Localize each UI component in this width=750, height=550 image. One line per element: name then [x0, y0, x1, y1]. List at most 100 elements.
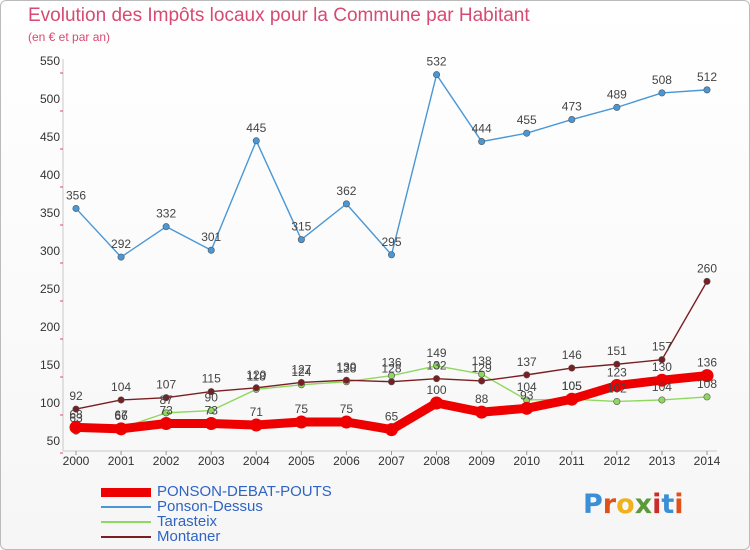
data-point: [72, 405, 80, 413]
x-tick-label: 2005: [288, 454, 315, 468]
data-label: 107: [156, 378, 176, 392]
data-point: [114, 422, 128, 436]
data-point: [433, 71, 441, 79]
data-label: 128: [336, 362, 356, 376]
legend-label: Tarasteix: [157, 513, 218, 530]
data-label: 75: [340, 402, 354, 416]
data-point: [658, 396, 666, 404]
data-point: [433, 375, 441, 383]
x-tick-label: 2001: [108, 454, 135, 468]
data-point: [294, 415, 308, 429]
data-point: [387, 251, 395, 259]
data-label: 292: [111, 237, 131, 251]
data-label: 120: [246, 368, 266, 382]
data-point: [117, 253, 125, 261]
y-tick-label: 250: [40, 282, 60, 296]
y-tick-label: 50: [47, 434, 61, 448]
chart-subtitle: (en € et par an): [28, 30, 111, 44]
x-tick-label: 2006: [333, 454, 360, 468]
data-label: 66: [114, 409, 128, 423]
data-point: [568, 116, 576, 124]
data-label: 130: [336, 360, 356, 374]
x-tick-label: 2013: [649, 454, 676, 468]
x-tick-label: 2003: [198, 454, 225, 468]
data-label: 455: [517, 113, 537, 127]
data-label: 71: [250, 405, 264, 419]
legend-swatch: [101, 487, 151, 497]
data-point: [658, 89, 666, 97]
data-point: [207, 246, 215, 254]
x-tick-label: 2009: [468, 454, 495, 468]
data-label: 362: [336, 184, 356, 198]
legend-label: Montaner: [157, 528, 221, 545]
legend-swatch: [101, 506, 151, 508]
data-point: [207, 407, 215, 415]
data-label: 63: [69, 411, 83, 425]
x-tick-label: 2011: [559, 454, 585, 468]
legend-label: PONSON-DEBAT-POUTS: [157, 483, 332, 500]
data-label: 445: [246, 121, 266, 135]
data-label: 489: [607, 87, 627, 101]
data-point: [252, 384, 260, 392]
data-label: 105: [562, 379, 582, 393]
data-point: [613, 103, 621, 111]
data-point: [204, 417, 218, 431]
data-point: [342, 376, 350, 384]
data-point: [568, 364, 576, 372]
data-label: 90: [205, 391, 219, 405]
data-label: 104: [652, 380, 672, 394]
data-point: [655, 373, 669, 387]
data-label: 260: [697, 261, 717, 275]
data-point: [478, 377, 486, 385]
data-label: 128: [381, 362, 401, 376]
data-point: [249, 418, 263, 432]
data-point: [478, 138, 486, 146]
data-point: [610, 379, 624, 393]
chart-title: Evolution des Impôts locaux pour la Comm…: [28, 5, 530, 26]
data-label: 104: [517, 380, 537, 394]
data-point: [385, 423, 398, 437]
x-tick-label: 2014: [694, 454, 721, 468]
data-label: 73: [159, 404, 173, 418]
y-tick-label: 550: [40, 54, 60, 68]
y-tick-label: 200: [40, 320, 60, 334]
data-point: [658, 356, 666, 364]
data-point: [433, 362, 441, 370]
data-label: 87: [159, 393, 173, 407]
series-line-ponson-dessus: [75, 73, 708, 258]
data-point: [72, 204, 80, 212]
data-label: 104: [111, 380, 131, 394]
data-label: 146: [562, 348, 582, 362]
data-label: 136: [697, 356, 717, 370]
data-point: [478, 370, 486, 378]
data-label: 88: [475, 392, 489, 406]
data-point: [339, 415, 353, 429]
data-label: 132: [427, 359, 447, 373]
legend-swatch: [101, 536, 151, 538]
data-point: [523, 371, 531, 379]
data-label: 115: [202, 372, 221, 386]
data-point: [297, 236, 305, 244]
data-label: 108: [697, 377, 717, 391]
x-tick-label: 2008: [423, 454, 450, 468]
data-label: 301: [201, 230, 221, 244]
data-point: [69, 420, 83, 434]
data-label: 130: [652, 360, 672, 374]
y-tick-label: 500: [40, 92, 60, 106]
data-point: [297, 378, 305, 386]
data-point: [207, 388, 215, 396]
data-point: [703, 277, 711, 285]
data-point: [703, 393, 711, 401]
data-point: [117, 396, 125, 404]
data-label: 92: [69, 389, 83, 403]
data-label: 127: [291, 362, 311, 376]
data-label: 73: [205, 404, 219, 418]
data-point: [520, 401, 534, 415]
data-label: 149: [427, 346, 447, 360]
data-label: 93: [520, 388, 534, 402]
x-tick-label: 2007: [378, 454, 405, 468]
data-label: 444: [472, 122, 492, 136]
y-tick-label: 100: [40, 396, 60, 410]
data-label: 136: [381, 356, 401, 370]
data-label: 512: [697, 70, 717, 84]
